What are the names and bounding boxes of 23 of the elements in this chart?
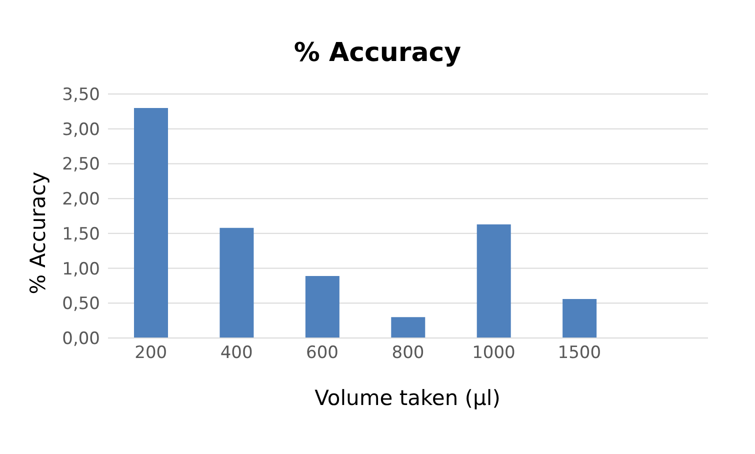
bar [562,298,597,338]
x-tick-label: 1500 [558,343,602,364]
x-axis-title: Volume taken (µl) [314,386,502,410]
y-tick-label: 3,00 [62,120,100,140]
y-tick-label: 0,00 [62,329,100,350]
x-tick-label: 600 [306,343,339,364]
x-tick-label: 400 [220,343,253,364]
y-tick-label: 3,50 [62,85,100,106]
y-tick-label: 1,00 [62,259,100,280]
x-tick-label: 200 [134,343,168,364]
x-tick-label: 1000 [472,343,516,364]
bar [305,276,340,338]
y-tick-label: 2,00 [62,190,100,210]
x-tick-label: 800 [392,343,424,364]
y-tick-label: 1,50 [62,224,100,244]
bar [220,228,254,338]
bar [476,224,511,338]
y-axis-title: % Accuracy [26,172,50,294]
bar [391,317,426,338]
bar [134,108,168,338]
y-tick-label: 0,50 [62,294,100,314]
chart-title: % Accuracy [292,38,462,68]
y-tick-label: 2,50 [62,154,100,175]
